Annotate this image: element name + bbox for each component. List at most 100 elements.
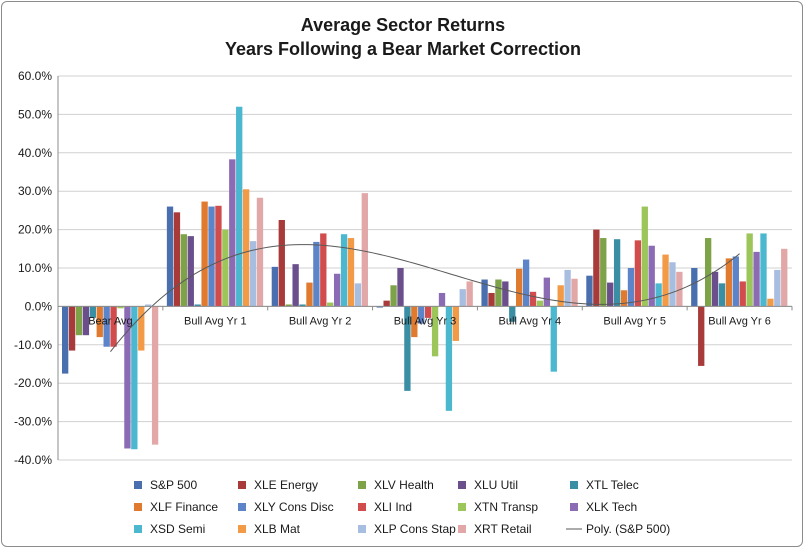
- chart-subtitle: Years Following a Bear Market Correction: [225, 39, 581, 59]
- legend-swatch: [570, 481, 578, 489]
- bar: [557, 285, 564, 307]
- bar: [425, 306, 432, 318]
- y-tick-label: -40.0%: [14, 453, 52, 467]
- legend-label: XLF Finance: [150, 500, 218, 514]
- bar: [620, 290, 628, 307]
- bar: [194, 304, 201, 307]
- bar: [347, 238, 355, 307]
- y-tick-label: -30.0%: [14, 415, 52, 429]
- bar: [222, 229, 229, 307]
- legend-label: XLB Mat: [254, 522, 301, 536]
- bar: [571, 278, 578, 307]
- trendline: [110, 244, 740, 353]
- legend-label: XLP Cons Stap: [374, 522, 456, 536]
- bar: [648, 245, 655, 307]
- bar: [431, 306, 439, 357]
- bar: [62, 306, 69, 374]
- bar: [586, 275, 593, 307]
- bar: [110, 306, 117, 347]
- trendline-path: [110, 244, 740, 353]
- bar: [767, 298, 774, 307]
- y-tick-label: 10.0%: [18, 261, 52, 275]
- bars: [62, 106, 788, 450]
- y-tick-label: 0.0%: [25, 299, 53, 313]
- bar: [543, 277, 551, 307]
- bar: [82, 306, 90, 336]
- y-tick-label: 30.0%: [18, 184, 52, 198]
- legend-label: XLU Util: [474, 478, 518, 492]
- legend-swatch: [358, 503, 366, 511]
- bar: [725, 258, 733, 307]
- bar: [774, 269, 781, 307]
- bar: [376, 306, 383, 308]
- bar: [75, 306, 83, 336]
- bar: [285, 304, 292, 307]
- bar: [404, 306, 411, 391]
- bar: [509, 306, 516, 322]
- x-tick-label: Bull Avg Yr 3: [394, 315, 457, 327]
- y-tick-label: -10.0%: [14, 338, 52, 352]
- legend-label: XTN Transp: [474, 500, 538, 514]
- bar: [333, 273, 341, 307]
- bar: [536, 300, 544, 307]
- bar: [383, 300, 390, 307]
- bar: [613, 239, 621, 307]
- legend-swatch: [458, 481, 466, 489]
- legend-label: XLI Ind: [374, 500, 412, 514]
- bar: [753, 251, 760, 307]
- bar: [249, 241, 257, 307]
- bar: [320, 233, 327, 307]
- bar: [641, 206, 648, 307]
- bar: [669, 262, 676, 307]
- bar: [438, 292, 446, 307]
- bar: [593, 229, 600, 307]
- bar: [488, 292, 495, 307]
- bar: [180, 234, 188, 307]
- x-tick-label: Bull Avg Yr 5: [603, 315, 666, 327]
- bar: [236, 106, 243, 307]
- legend-label: XRT Retail: [474, 522, 532, 536]
- legend-label: XSD Semi: [150, 522, 205, 536]
- legend-label: XLK Tech: [586, 500, 637, 514]
- chart-title: Average Sector Returns: [301, 15, 505, 35]
- bar: [607, 282, 614, 307]
- legend: S&P 500 XLE Energy XLV Health XLU Util XTL T…: [134, 478, 670, 536]
- legend-swatch: [238, 481, 246, 489]
- bar: [481, 279, 488, 307]
- legend-swatch: [358, 525, 366, 533]
- bar: [256, 197, 264, 307]
- bar: [278, 220, 285, 307]
- bar: [459, 289, 466, 307]
- y-tick-label: 40.0%: [18, 146, 52, 160]
- y-tick-label: -20.0%: [14, 376, 52, 390]
- bar: [691, 268, 698, 307]
- bar: [466, 281, 473, 307]
- bar: [760, 233, 767, 307]
- bar: [96, 306, 103, 338]
- bar: [390, 285, 397, 307]
- bar: [166, 206, 174, 307]
- legend-swatch: [238, 503, 246, 511]
- bar: [327, 302, 334, 307]
- bar: [124, 306, 131, 449]
- bar: [340, 234, 348, 307]
- bar: [550, 306, 557, 372]
- bar: [600, 238, 607, 307]
- legend-label: XLV Health: [374, 478, 434, 492]
- bar: [529, 291, 537, 307]
- legend-swatch: [134, 503, 142, 511]
- legend-label: S&P 500: [150, 478, 197, 492]
- bar: [313, 241, 320, 307]
- legend-label: XLY Cons Disc: [254, 500, 334, 514]
- axes: 60.0% 50.0% 40.0% 30.0% 20.0% 10.0% 0.0% -10.0%…: [14, 69, 793, 467]
- bar: [138, 306, 145, 351]
- bar: [445, 306, 453, 411]
- bar: [208, 206, 215, 307]
- bar: [662, 254, 669, 307]
- y-tick-label: 60.0%: [18, 69, 52, 83]
- bar: [145, 304, 152, 307]
- legend-swatch: [458, 525, 466, 533]
- x-tick-label: Bull Avg Yr 1: [184, 315, 247, 327]
- bar: [103, 306, 110, 347]
